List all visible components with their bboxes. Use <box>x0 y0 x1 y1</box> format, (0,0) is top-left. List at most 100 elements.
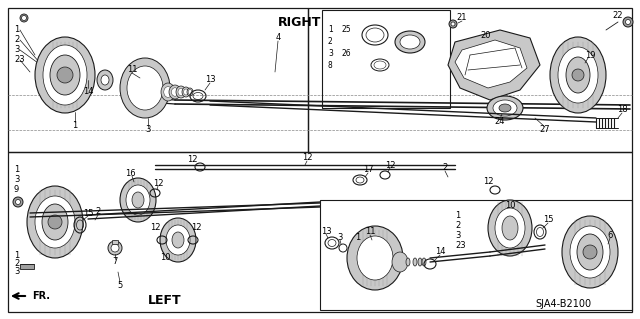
Ellipse shape <box>120 178 156 222</box>
Circle shape <box>13 197 23 207</box>
Circle shape <box>48 215 62 229</box>
Text: 1: 1 <box>328 26 333 34</box>
Ellipse shape <box>35 37 95 113</box>
Text: 12: 12 <box>150 224 160 233</box>
Text: 18: 18 <box>617 106 627 115</box>
Text: 14: 14 <box>435 248 445 256</box>
Text: 12: 12 <box>483 176 493 186</box>
Ellipse shape <box>172 232 184 248</box>
Ellipse shape <box>164 86 172 97</box>
Ellipse shape <box>120 58 170 118</box>
Text: 1: 1 <box>14 250 19 259</box>
Ellipse shape <box>42 204 68 240</box>
Ellipse shape <box>188 90 192 94</box>
Ellipse shape <box>487 96 523 120</box>
Text: 3: 3 <box>14 175 19 184</box>
Text: 23: 23 <box>455 241 466 249</box>
Ellipse shape <box>161 83 175 101</box>
Text: 12: 12 <box>385 160 396 169</box>
Polygon shape <box>448 30 540 100</box>
Ellipse shape <box>493 100 517 116</box>
Circle shape <box>583 245 597 259</box>
Ellipse shape <box>413 258 417 266</box>
Text: 26: 26 <box>342 49 351 58</box>
Bar <box>20 264 34 269</box>
Ellipse shape <box>27 186 83 258</box>
Text: 20: 20 <box>481 32 492 41</box>
Text: RIGHT: RIGHT <box>278 16 321 28</box>
Circle shape <box>451 22 455 26</box>
Text: 21: 21 <box>457 13 467 23</box>
Text: 3: 3 <box>337 233 342 241</box>
Text: 1: 1 <box>72 121 77 130</box>
Text: 3: 3 <box>14 266 19 276</box>
Text: 14: 14 <box>83 87 93 97</box>
Text: 2: 2 <box>14 35 19 44</box>
Text: 13: 13 <box>321 226 332 235</box>
Circle shape <box>623 17 633 27</box>
Text: 10: 10 <box>160 254 170 263</box>
Ellipse shape <box>357 236 393 280</box>
Text: 10: 10 <box>505 202 515 211</box>
Polygon shape <box>455 40 527 88</box>
Text: 19: 19 <box>585 50 595 60</box>
Text: 23: 23 <box>14 56 24 64</box>
Text: 12: 12 <box>191 224 201 233</box>
Ellipse shape <box>502 216 518 240</box>
Text: 1: 1 <box>14 166 19 174</box>
Text: 12: 12 <box>153 179 163 188</box>
Ellipse shape <box>178 88 184 96</box>
Text: 4: 4 <box>275 33 280 42</box>
Circle shape <box>108 241 122 255</box>
Ellipse shape <box>160 218 196 262</box>
Ellipse shape <box>172 88 179 96</box>
Text: 5: 5 <box>117 280 123 290</box>
Ellipse shape <box>577 234 603 270</box>
Bar <box>112 240 118 244</box>
Ellipse shape <box>488 200 532 256</box>
Text: SJA4-B2100: SJA4-B2100 <box>535 299 591 309</box>
Text: 3: 3 <box>14 46 19 55</box>
Ellipse shape <box>50 55 80 95</box>
Text: 15: 15 <box>543 216 553 225</box>
Text: 22: 22 <box>612 11 623 19</box>
Ellipse shape <box>35 196 75 248</box>
Ellipse shape <box>422 258 426 266</box>
Ellipse shape <box>400 35 420 49</box>
Ellipse shape <box>176 86 186 98</box>
Text: 16: 16 <box>125 168 135 177</box>
Text: 12: 12 <box>301 153 312 162</box>
Ellipse shape <box>187 88 193 96</box>
Ellipse shape <box>395 31 425 53</box>
Text: 9: 9 <box>14 186 19 195</box>
Text: 27: 27 <box>540 125 550 135</box>
Text: LEFT: LEFT <box>148 294 182 308</box>
Text: 6: 6 <box>607 231 612 240</box>
Text: 13: 13 <box>205 76 215 85</box>
Ellipse shape <box>126 185 150 215</box>
Text: 8: 8 <box>328 62 333 70</box>
Text: 24: 24 <box>495 117 505 127</box>
Text: FR.: FR. <box>32 291 50 301</box>
Text: 2: 2 <box>455 220 460 229</box>
Text: 17: 17 <box>363 166 373 174</box>
Text: 1: 1 <box>14 26 19 34</box>
Ellipse shape <box>182 87 190 97</box>
Ellipse shape <box>184 89 188 95</box>
Ellipse shape <box>20 14 28 22</box>
Circle shape <box>111 244 119 252</box>
Bar <box>322 10 450 108</box>
Ellipse shape <box>562 216 618 288</box>
Text: 3: 3 <box>145 125 150 135</box>
Text: 3: 3 <box>328 49 333 58</box>
Ellipse shape <box>566 57 590 93</box>
Ellipse shape <box>97 70 113 90</box>
Text: 1: 1 <box>355 233 360 241</box>
Text: 3: 3 <box>455 231 460 240</box>
Text: 7: 7 <box>112 257 118 266</box>
Ellipse shape <box>406 258 410 266</box>
Circle shape <box>572 69 584 81</box>
Ellipse shape <box>132 192 144 208</box>
Ellipse shape <box>550 37 606 113</box>
Text: 2: 2 <box>442 164 447 173</box>
